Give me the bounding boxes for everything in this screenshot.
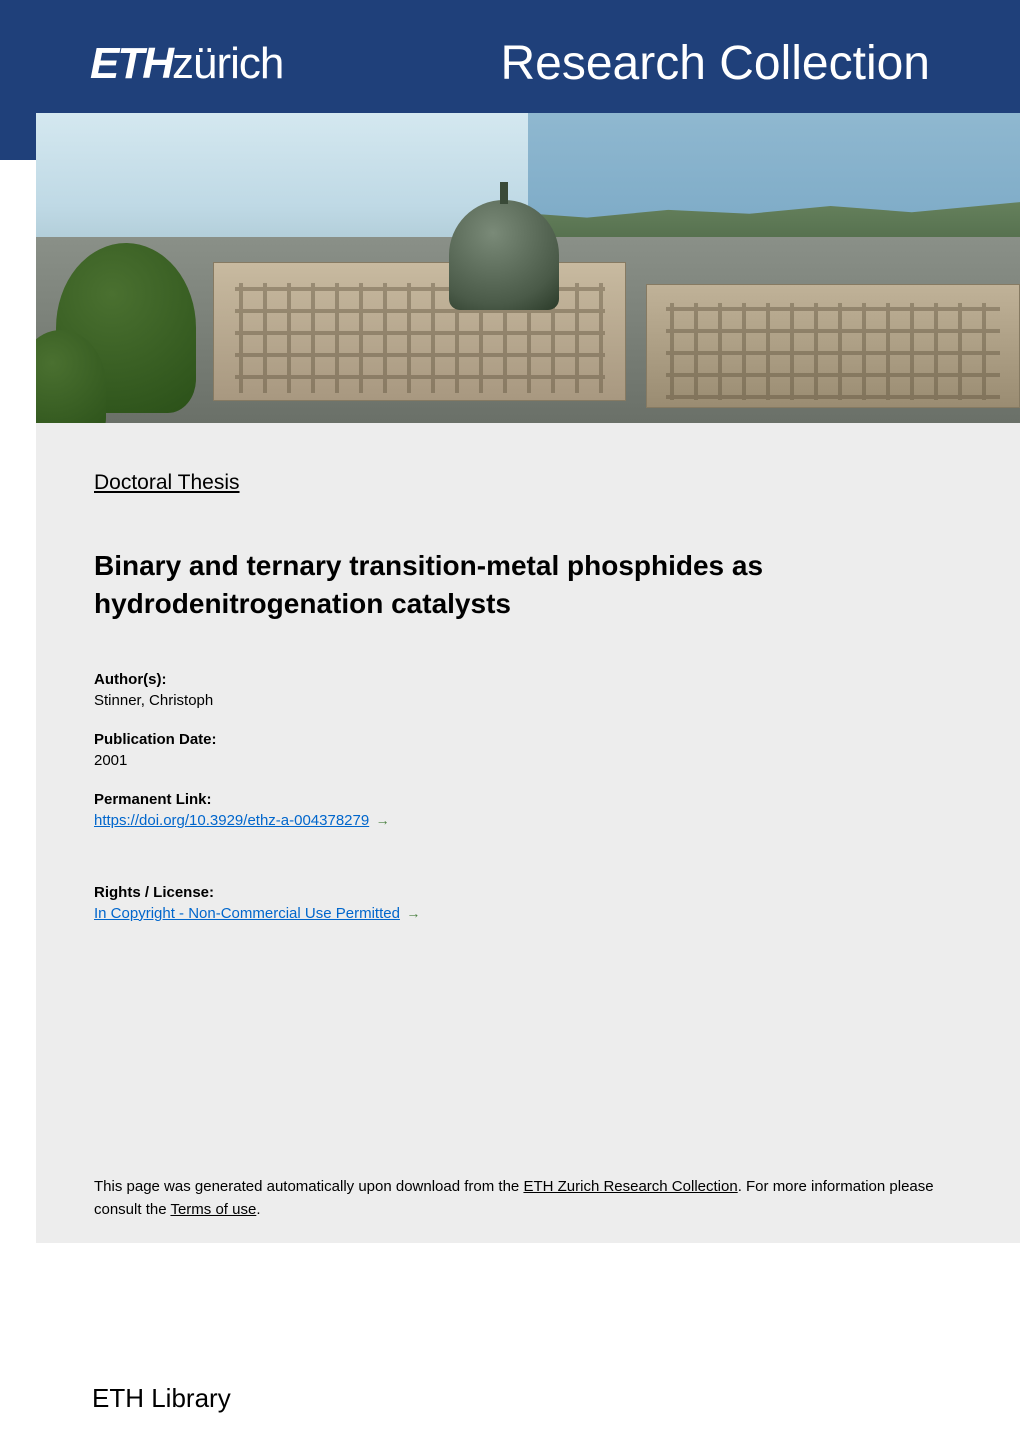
- hero-side-building: [646, 284, 1020, 408]
- rights-label: Rights / License:: [94, 884, 962, 901]
- author-label: Author(s):: [94, 671, 962, 688]
- document-type-link[interactable]: Doctoral Thesis: [94, 471, 962, 495]
- eth-library-text: ETH Library: [92, 1383, 231, 1414]
- footer-suffix: .: [256, 1201, 260, 1218]
- publication-date-block: Publication Date: 2001: [94, 731, 962, 769]
- eth-logo: ETHzürich: [90, 39, 283, 89]
- external-link-icon: →: [406, 905, 420, 921]
- date-label: Publication Date:: [94, 731, 962, 748]
- rights-block: Rights / License: In Copyright - Non-Com…: [94, 884, 962, 923]
- permalink-label: Permanent Link:: [94, 791, 962, 808]
- logo-light-text: zürich: [172, 39, 283, 88]
- footer-prefix: This page was generated automatically up…: [94, 1178, 523, 1195]
- hero-dome: [449, 200, 559, 310]
- permalink-url[interactable]: https://doi.org/10.3929/ethz-a-004378279: [94, 812, 369, 829]
- footer-terms-link[interactable]: Terms of use: [170, 1201, 256, 1218]
- left-accent-bar: [0, 0, 36, 160]
- permalink-block: Permanent Link: https://doi.org/10.3929/…: [94, 791, 962, 830]
- external-link-icon: →: [376, 812, 390, 828]
- hero-image: [36, 113, 1020, 423]
- collection-title: Research Collection: [500, 36, 930, 91]
- rights-link[interactable]: In Copyright - Non-Commercial Use Permit…: [94, 905, 400, 922]
- hero-windows: [666, 303, 1001, 401]
- footer-note: This page was generated automatically up…: [94, 1176, 962, 1221]
- date-value: 2001: [94, 752, 962, 769]
- document-title: Binary and ternary transition-metal phos…: [94, 547, 962, 623]
- header-bar: ETHzürich Research Collection: [0, 0, 1020, 113]
- content-area: Doctoral Thesis Binary and ternary trans…: [36, 423, 1020, 1243]
- footer-collection-link[interactable]: ETH Zurich Research Collection: [523, 1178, 737, 1195]
- author-value: Stinner, Christoph: [94, 692, 962, 709]
- author-block: Author(s): Stinner, Christoph: [94, 671, 962, 709]
- hero-main-building: [213, 262, 626, 402]
- bottom-bar: ETH Library: [0, 1354, 1020, 1442]
- logo-bold-text: ETH: [90, 39, 172, 88]
